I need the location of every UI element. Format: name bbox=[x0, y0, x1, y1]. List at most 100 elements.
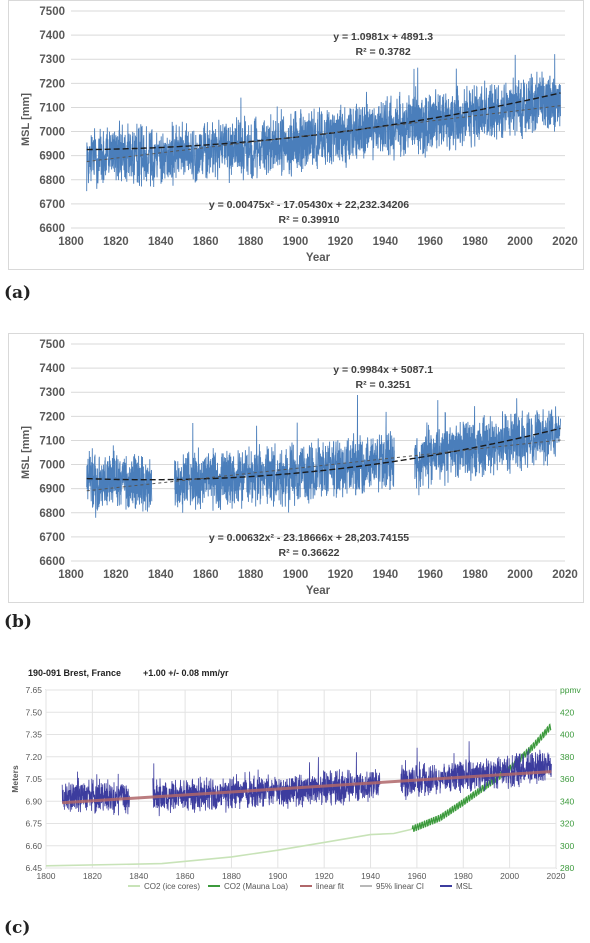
y-tick-label: 7100 bbox=[39, 102, 65, 114]
y-tick-label: 7100 bbox=[39, 435, 65, 447]
co2-mauna-loa-line bbox=[411, 723, 552, 833]
x-tick-label: 1860 bbox=[193, 569, 219, 581]
y-tick-label: 7200 bbox=[39, 411, 65, 423]
quadratic-trendline bbox=[86, 427, 561, 481]
x-tick-label: 1820 bbox=[83, 871, 102, 881]
x-tick-label: 1860 bbox=[176, 871, 195, 881]
y2-tick-label: 300 bbox=[560, 841, 574, 851]
x-tick-label: 1840 bbox=[129, 871, 148, 881]
x-tick-label: 2020 bbox=[552, 236, 578, 248]
x-tick-label: 1880 bbox=[222, 871, 241, 881]
y-tick-label: 6800 bbox=[39, 508, 65, 520]
quadratic-equation-label: y = 0.00475x² - 17.05430x + 22,232.34206 bbox=[209, 199, 409, 211]
panel-label-a: (a) bbox=[4, 283, 32, 303]
x-tick-label: 1800 bbox=[58, 569, 84, 581]
panel-label-c: (c) bbox=[4, 918, 31, 938]
co2-ice-cores-line bbox=[45, 828, 413, 867]
x-tick-label: 1960 bbox=[417, 236, 443, 248]
y2-tick-label: 340 bbox=[560, 796, 574, 806]
x-tick-label: 2000 bbox=[507, 569, 533, 581]
y-tick-label: 7500 bbox=[39, 6, 65, 18]
x-tick-label: 1840 bbox=[148, 236, 174, 248]
x-tick-label: 1860 bbox=[193, 236, 219, 248]
y-axis-title: MSL [mm] bbox=[20, 426, 32, 479]
y-tick-label: 6.75 bbox=[25, 819, 42, 829]
x-tick-label: 1940 bbox=[373, 569, 399, 581]
y-axis-title: Meters bbox=[10, 765, 20, 793]
x-tick-label: 1940 bbox=[373, 236, 399, 248]
linear-equation-label: y = 1.0981x + 4891.3 bbox=[333, 31, 433, 43]
y-tick-label: 7000 bbox=[39, 460, 65, 472]
chart-a-svg: 6600 6700 6800 6900 7000 7100 7200 7300 7400 7500… bbox=[20, 6, 578, 264]
x-axis-title: Year bbox=[306, 252, 331, 264]
x-tick-label: 1900 bbox=[283, 569, 309, 581]
chart-panel-b: 6600 6700 6800 6900 7000 7100 7200 7300 7400 7500… bbox=[8, 333, 584, 603]
panel-label-b: (b) bbox=[4, 612, 32, 632]
y2-tick-label: 420 bbox=[560, 707, 574, 717]
y-tick-label: 7000 bbox=[39, 127, 65, 139]
legend-label: linear fit bbox=[316, 882, 345, 891]
x-tick-label: 1820 bbox=[103, 236, 129, 248]
y-tick-label: 6900 bbox=[39, 151, 65, 163]
x-tick-label: 1800 bbox=[37, 871, 56, 881]
x-tick-label: 1920 bbox=[328, 236, 354, 248]
y-tick-label: 6700 bbox=[39, 532, 65, 544]
x-tick-label: 1840 bbox=[148, 569, 174, 581]
y-tick-label: 7400 bbox=[39, 30, 65, 42]
y2-tick-label: 280 bbox=[560, 863, 574, 873]
linear-trendline bbox=[86, 105, 561, 163]
y-tick-label: 6.90 bbox=[25, 796, 42, 806]
x-tick-label: 1880 bbox=[238, 236, 264, 248]
legend-label: CO2 (ice cores) bbox=[144, 882, 200, 891]
x-tick-label: 2000 bbox=[507, 236, 533, 248]
x-tick-label: 1900 bbox=[268, 871, 287, 881]
chart-panel-a: 6600 6700 6800 6900 7000 7100 7200 7300 7400 7500… bbox=[8, 0, 584, 270]
x-axis-title: Year bbox=[306, 585, 331, 597]
y-tick-label: 7200 bbox=[39, 78, 65, 90]
linear-r2-label: R² = 0.3251 bbox=[356, 379, 411, 391]
x-tick-label: 1980 bbox=[462, 569, 488, 581]
y-tick-label: 7300 bbox=[39, 54, 65, 66]
y2-tick-label: 360 bbox=[560, 774, 574, 784]
y-tick-label: 7.35 bbox=[25, 730, 42, 740]
chart-panel-c: 6.45 6.60 6.75 6.90 7.05 7.20 7.35 7.50 7.65 1800… bbox=[8, 662, 584, 908]
quadratic-r2-label: R² = 0.39910 bbox=[279, 214, 340, 226]
quadratic-r2-label: R² = 0.36622 bbox=[279, 547, 340, 559]
linear-fit-line bbox=[62, 770, 552, 805]
y2-tick-label: 320 bbox=[560, 819, 574, 829]
linear-trendline bbox=[86, 439, 561, 492]
x-tick-label: 2020 bbox=[552, 569, 578, 581]
x-tick-label: 1980 bbox=[462, 236, 488, 248]
trend-rate-label: +1.00 +/- 0.08 mm/yr bbox=[143, 668, 229, 678]
y-tick-label: 6800 bbox=[39, 175, 65, 187]
x-tick-label: 1880 bbox=[238, 569, 264, 581]
x-tick-label: 1980 bbox=[454, 871, 473, 881]
y-tick-label: 6.60 bbox=[25, 841, 42, 851]
y-tick-label: 6900 bbox=[39, 484, 65, 496]
y-tick-label: 6600 bbox=[39, 556, 65, 568]
legend-label: CO2 (Mauna Loa) bbox=[224, 882, 288, 891]
msl-series-line bbox=[61, 741, 552, 817]
legend-label: MSL bbox=[456, 882, 473, 891]
y-tick-label: 7.65 bbox=[25, 685, 42, 695]
linear-equation-label: y = 0.9984x + 5087.1 bbox=[333, 364, 433, 376]
y-tick-label: 6.45 bbox=[25, 863, 42, 873]
y-tick-label: 7.20 bbox=[25, 752, 42, 762]
y-tick-label: 6700 bbox=[39, 199, 65, 211]
x-tick-label: 1960 bbox=[407, 871, 426, 881]
x-tick-label: 2020 bbox=[547, 871, 566, 881]
linear-r2-label: R² = 0.3782 bbox=[356, 46, 411, 58]
y-tick-label: 7300 bbox=[39, 387, 65, 399]
chart-c-svg: 6.45 6.60 6.75 6.90 7.05 7.20 7.35 7.50 7.65 1800… bbox=[10, 668, 582, 891]
x-tick-label: 1920 bbox=[315, 871, 334, 881]
chart-b-svg: 6600 6700 6800 6900 7000 7100 7200 7300 7400 7500… bbox=[20, 339, 578, 597]
x-tick-label: 1800 bbox=[58, 236, 84, 248]
x-tick-label: 1820 bbox=[103, 569, 129, 581]
msl-series-line bbox=[86, 54, 561, 192]
y2-unit-label: ppmv bbox=[560, 685, 582, 695]
x-tick-label: 1900 bbox=[283, 236, 309, 248]
quadratic-equation-label: y = 0.00632x² - 23.18666x + 28,203.74155 bbox=[209, 532, 409, 544]
x-tick-label: 1940 bbox=[361, 871, 380, 881]
y-axis-title: MSL [mm] bbox=[20, 93, 32, 146]
y-tick-label: 7500 bbox=[39, 339, 65, 351]
